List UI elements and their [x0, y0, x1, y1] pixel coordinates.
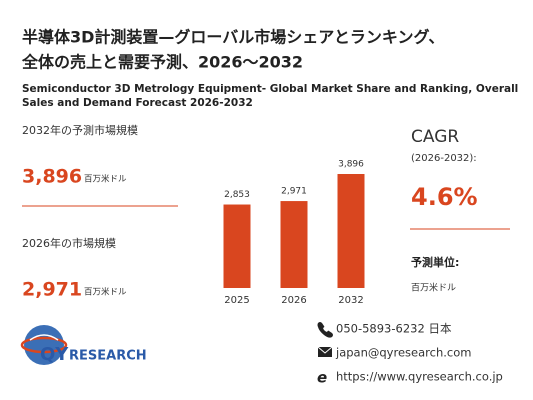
phone-icon: [317, 322, 333, 338]
cagr-value: 4.6%: [411, 183, 478, 211]
current-unit: 百万米ドル: [84, 287, 127, 298]
bar: [280, 201, 308, 288]
mail-icon: [318, 347, 332, 357]
email: japan@qyresearch.com: [335, 346, 471, 360]
forecast-label: 2032年の予測市場規模: [22, 123, 138, 137]
unit-value: 百万米ドル: [411, 282, 456, 294]
web-icon: e: [317, 369, 327, 387]
website: https://www.qyresearch.co.jp: [336, 370, 503, 384]
value-label: 2,853: [224, 190, 250, 200]
x-tick-label: 2026: [281, 295, 306, 306]
title: 全体の売上と需要予測、2026～2032: [21, 53, 303, 72]
cagr-period: (2026-2032):: [411, 153, 477, 164]
bar: [223, 204, 251, 288]
x-tick-label: 2032: [338, 295, 363, 306]
unit-label: 予測単位:: [411, 255, 459, 269]
subtitle: Sales and Demand Forecast 2026-2032: [22, 97, 253, 109]
bar: [337, 174, 365, 288]
mail-icon: [317, 346, 333, 354]
logo: QY RESEARCH: [20, 325, 147, 365]
title: 半導体3D計測装置—グローバル市場シェアとランキング、: [22, 28, 444, 47]
logo-mark: QY: [40, 344, 69, 365]
forecast-unit: 百万米ドル: [84, 174, 127, 185]
value-label: 2,971: [281, 187, 307, 197]
forecast-value: 3,896: [22, 166, 82, 188]
logo-text: RESEARCH: [69, 349, 147, 364]
value-label: 3,896: [338, 160, 364, 170]
phone: 050-5893-6232 日本: [336, 322, 452, 336]
current-value: 2,971: [22, 279, 82, 301]
current-label: 2026年の市場規模: [22, 236, 116, 250]
x-tick-label: 2025: [224, 295, 249, 306]
subtitle: Semiconductor 3D Metrology Equipment- Gl…: [22, 83, 518, 95]
cagr-label: CAGR: [411, 127, 459, 147]
